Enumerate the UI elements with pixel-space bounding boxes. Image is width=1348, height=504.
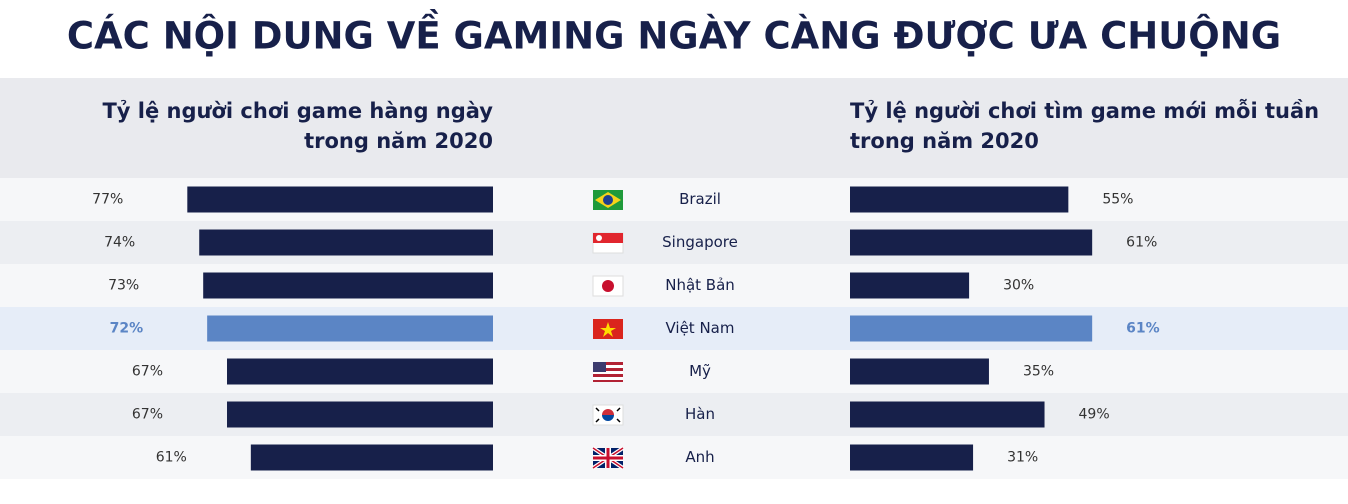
row-bg	[0, 393, 1348, 436]
bar	[227, 401, 493, 428]
value-label: 61%	[1126, 321, 1160, 337]
value-label: 74%	[104, 235, 135, 251]
value-label: 72%	[110, 321, 144, 337]
bar	[850, 315, 1093, 342]
bar	[850, 401, 1045, 428]
category-label: Nhật Bản	[665, 276, 735, 294]
bar	[850, 358, 989, 385]
value-label: 35%	[1023, 364, 1054, 380]
category-label: Brazil	[679, 190, 721, 208]
flag-brazil	[593, 190, 623, 210]
chart-title: CÁC NỘI DUNG VỀ GAMING NGÀY CÀNG ĐƯỢC ƯA…	[67, 9, 1281, 58]
flag-korea	[592, 404, 624, 426]
flag-uk	[591, 446, 625, 470]
value-label: 73%	[108, 278, 139, 294]
bar	[227, 358, 493, 385]
panel-title: Tỷ lệ người chơi game hàng ngày trong nă…	[102, 99, 493, 153]
category-label: Singapore	[662, 233, 738, 251]
flag-japan	[592, 275, 624, 297]
value-label: 55%	[1102, 192, 1133, 208]
bar	[187, 186, 493, 213]
value-label: 30%	[1003, 278, 1034, 294]
category-label: Việt Nam	[665, 319, 734, 337]
flag-singapore	[592, 232, 624, 254]
value-label: 49%	[1079, 407, 1110, 423]
value-label: 31%	[1007, 450, 1038, 466]
bar	[850, 444, 974, 471]
flag-vietnam	[593, 319, 623, 339]
header-band	[0, 78, 1348, 178]
bar	[250, 444, 493, 471]
value-label: 77%	[92, 192, 123, 208]
category-label: Anh	[685, 448, 714, 466]
row-bg	[0, 436, 1348, 479]
bar	[203, 272, 493, 299]
bar	[850, 186, 1069, 213]
category-label: Mỹ	[689, 362, 711, 380]
value-label: 67%	[132, 364, 163, 380]
value-label: 67%	[132, 407, 163, 423]
panel-title: Tỷ lệ người chơi tìm game mới mỗi tuần t…	[850, 99, 1320, 153]
flag-usa	[593, 362, 623, 382]
category-label: Hàn	[685, 405, 715, 423]
bar	[850, 272, 970, 299]
bar	[207, 315, 493, 342]
value-label: 61%	[1126, 235, 1157, 251]
bar	[199, 229, 493, 256]
row-bg	[0, 350, 1348, 393]
bar	[850, 229, 1093, 256]
flags	[591, 190, 625, 470]
value-label: 61%	[156, 450, 187, 466]
